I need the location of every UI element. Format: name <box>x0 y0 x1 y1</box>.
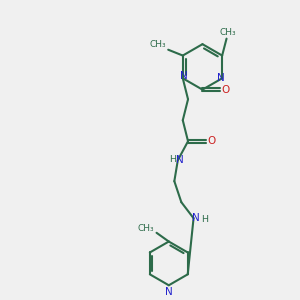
Text: N: N <box>180 71 188 81</box>
Text: N: N <box>217 73 225 83</box>
Text: CH₃: CH₃ <box>150 40 166 49</box>
Text: N: N <box>176 155 184 165</box>
Text: H: H <box>169 154 176 164</box>
Text: N: N <box>165 287 173 297</box>
Text: O: O <box>221 85 229 95</box>
Text: CH₃: CH₃ <box>138 224 154 233</box>
Text: O: O <box>207 136 215 146</box>
Text: N: N <box>192 213 200 223</box>
Text: CH₃: CH₃ <box>219 28 236 37</box>
Text: H: H <box>201 215 208 224</box>
